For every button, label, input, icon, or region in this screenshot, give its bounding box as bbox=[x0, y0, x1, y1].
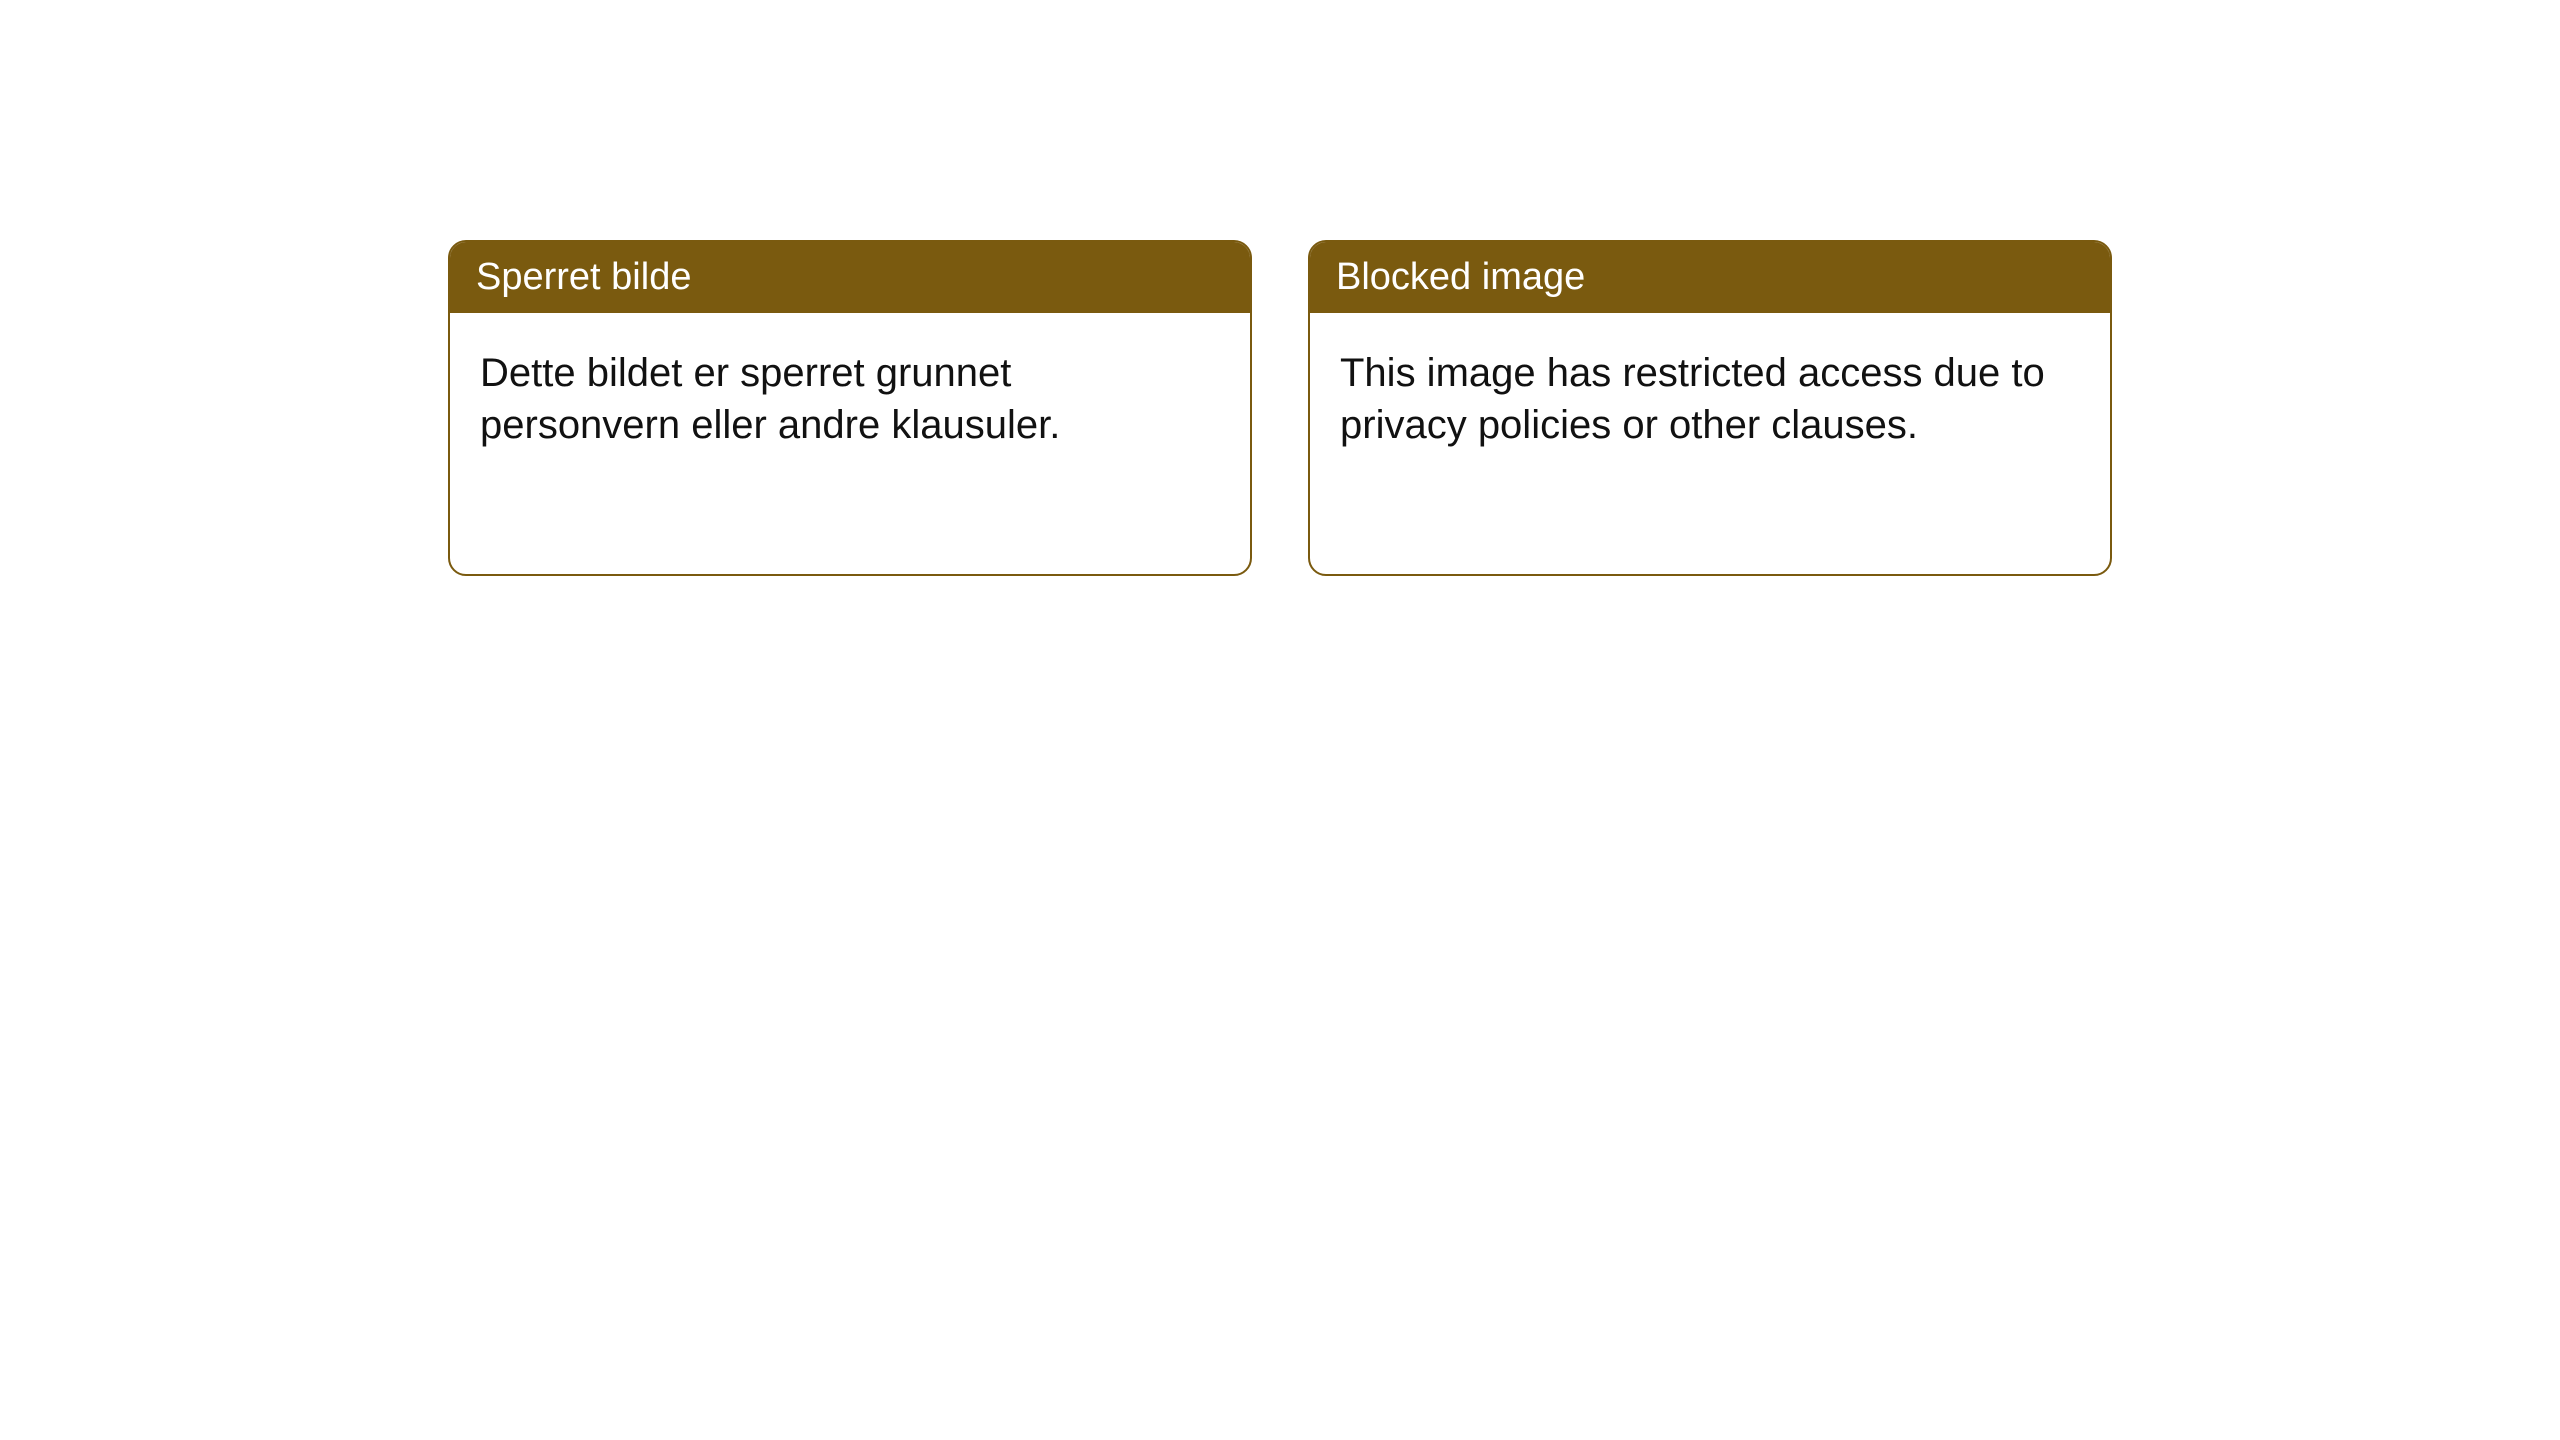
card-title-en: Blocked image bbox=[1336, 256, 1585, 298]
card-body-text-no: Dette bildet er sperret grunnet personve… bbox=[480, 351, 1060, 447]
blocked-image-card-no: Sperret bilde Dette bildet er sperret gr… bbox=[448, 240, 1252, 576]
notice-cards-container: Sperret bilde Dette bildet er sperret gr… bbox=[0, 0, 2560, 576]
card-header-no: Sperret bilde bbox=[450, 242, 1250, 313]
blocked-image-card-en: Blocked image This image has restricted … bbox=[1308, 240, 2112, 576]
card-body-no: Dette bildet er sperret grunnet personve… bbox=[450, 313, 1250, 485]
card-title-no: Sperret bilde bbox=[476, 256, 691, 298]
card-body-en: This image has restricted access due to … bbox=[1310, 313, 2110, 485]
card-header-en: Blocked image bbox=[1310, 242, 2110, 313]
card-body-text-en: This image has restricted access due to … bbox=[1340, 351, 2045, 447]
